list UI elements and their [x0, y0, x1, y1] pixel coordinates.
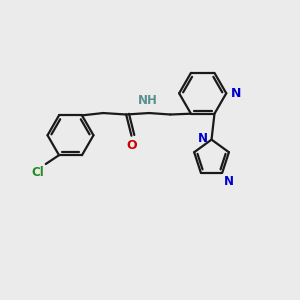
Text: NH: NH: [138, 94, 158, 106]
Text: N: N: [197, 132, 207, 145]
Text: N: N: [230, 87, 241, 100]
Text: Cl: Cl: [31, 167, 44, 179]
Text: N: N: [224, 175, 234, 188]
Text: O: O: [127, 139, 137, 152]
